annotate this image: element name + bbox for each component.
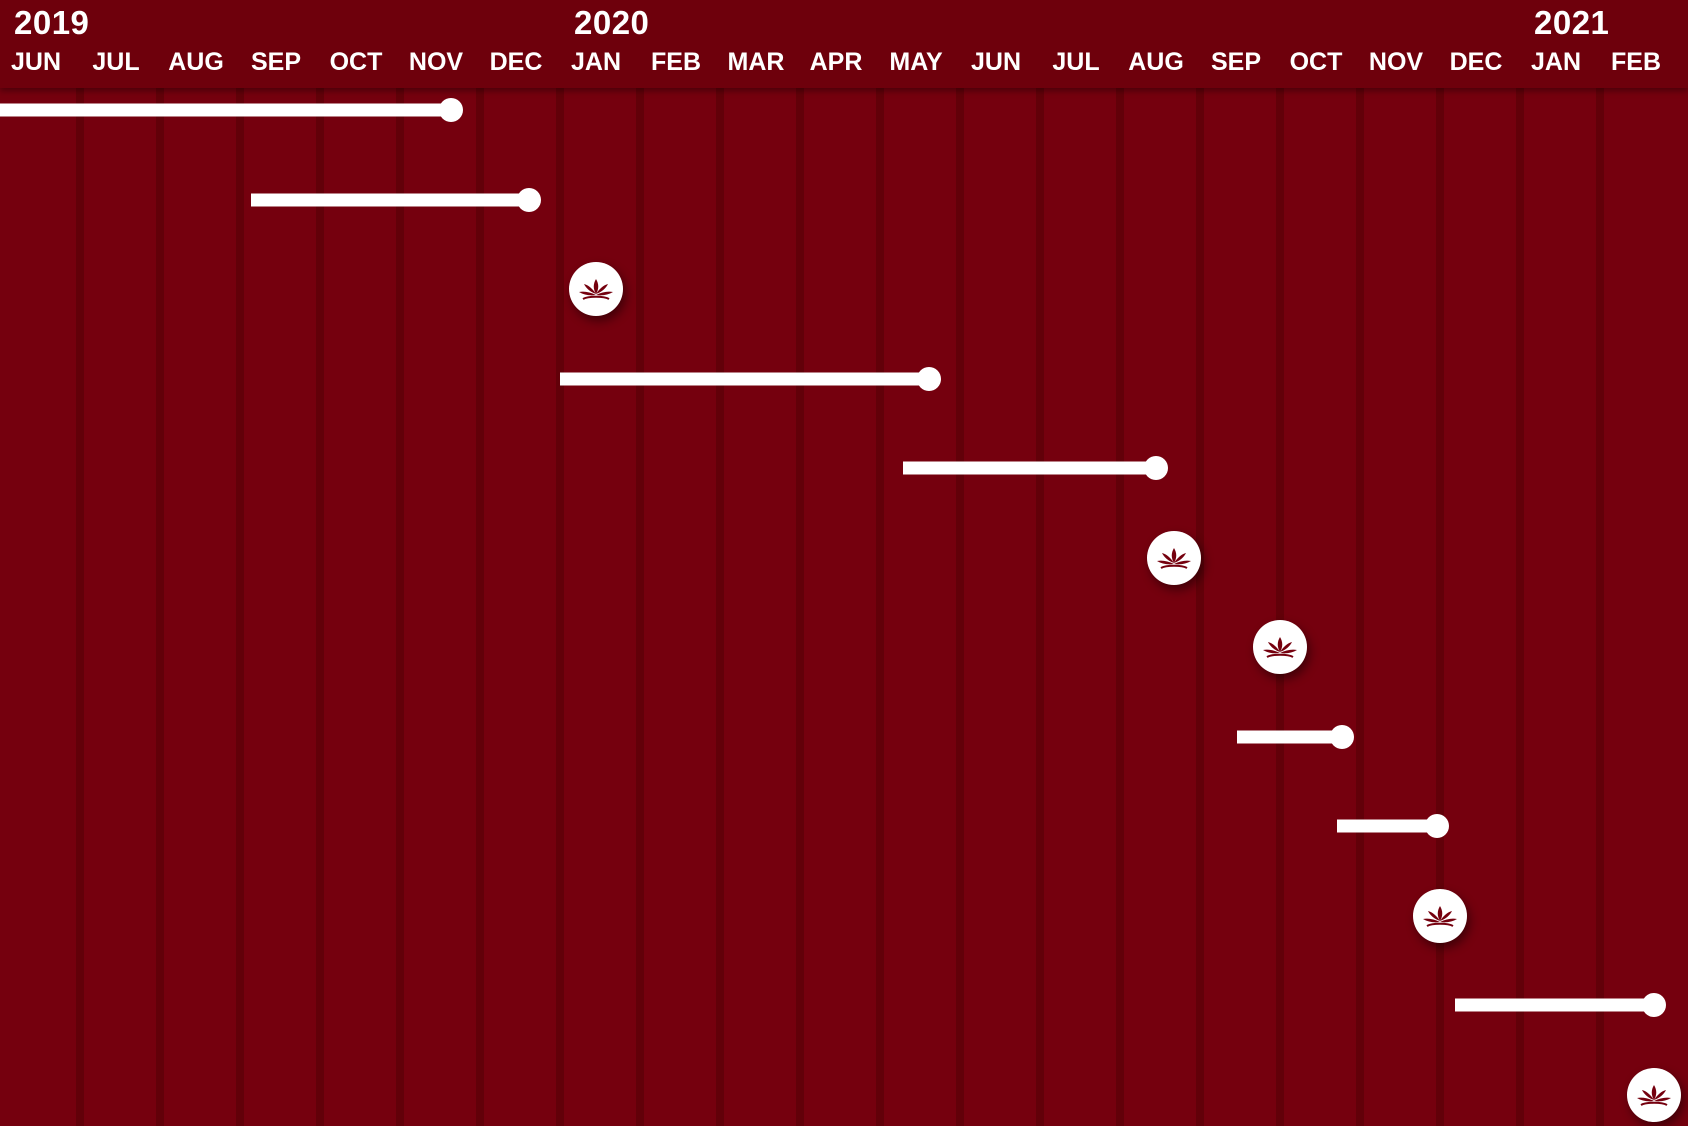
milestone-marker — [1253, 620, 1307, 674]
month-column-divider — [796, 88, 804, 1126]
month-label: JUL — [92, 48, 140, 76]
lotus-icon — [1422, 904, 1458, 928]
month-column-divider — [156, 88, 164, 1126]
lotus-icon — [578, 277, 614, 301]
lotus-icon — [1262, 635, 1298, 659]
timeline-bar — [0, 103, 451, 117]
month-label: SEP — [250, 48, 302, 76]
timeline-bar — [560, 372, 930, 385]
month-label: APR — [809, 48, 863, 76]
month-column-divider — [1436, 88, 1444, 1126]
month-column-divider — [876, 88, 884, 1126]
year-label: 2020 — [574, 4, 650, 41]
month-label: DEC — [489, 48, 543, 76]
month-label: OCT — [1289, 48, 1343, 76]
month-label: NOV — [408, 48, 464, 76]
timeline-bar-endpoint — [1144, 456, 1169, 480]
month-column-divider — [956, 88, 964, 1126]
timeline-bar — [250, 193, 530, 206]
month-label: JUL — [1052, 48, 1100, 76]
month-label: FEB — [1611, 48, 1661, 76]
month-column-divider — [396, 88, 404, 1126]
month-column-divider — [316, 88, 324, 1126]
month-label: MAR — [727, 48, 785, 76]
year-label: 2021 — [1534, 4, 1610, 41]
timeline-bar-endpoint — [917, 366, 942, 391]
timeline-bar-endpoint — [1329, 724, 1354, 749]
month-column-divider — [1116, 88, 1124, 1126]
month-label: JUN — [10, 48, 62, 76]
month-label: OCT — [329, 48, 383, 76]
month-column-divider — [1036, 88, 1044, 1126]
month-column-divider — [1356, 88, 1364, 1126]
month-column-divider — [76, 88, 84, 1126]
month-column-divider — [1516, 88, 1524, 1126]
timeline-bar — [1455, 998, 1655, 1012]
month-column-divider — [1196, 88, 1204, 1126]
month-column-divider — [476, 88, 484, 1126]
timeline-bar-endpoint — [1425, 814, 1450, 838]
month-column-divider — [1596, 88, 1604, 1126]
timeline-bar — [1336, 819, 1438, 833]
year-label: 2019 — [14, 4, 90, 41]
month-label: MAY — [889, 48, 943, 76]
month-column-divider — [636, 88, 644, 1126]
milestone-marker — [1627, 1067, 1682, 1122]
month-column-divider — [236, 88, 244, 1126]
month-label: AUG — [1128, 48, 1184, 76]
lotus-icon — [1156, 546, 1192, 570]
month-label: JAN — [570, 48, 622, 76]
month-label: JAN — [1530, 48, 1582, 76]
month-label: AUG — [168, 48, 224, 76]
timeline-bar-endpoint — [1642, 993, 1667, 1017]
month-label: SEP — [1210, 48, 1262, 76]
month-label: FEB — [651, 48, 701, 76]
month-column-divider — [556, 88, 564, 1126]
timeline-bar-endpoint — [438, 98, 463, 122]
timeline-bar-endpoint — [517, 187, 542, 212]
milestone-marker — [1413, 888, 1467, 943]
timeline-header: JUN JUL AUG SEP OCT NOV DEC JAN FEB MAR APR MAY JUN J… — [0, 0, 1688, 88]
month-column-divider — [716, 88, 724, 1126]
month-label: JUN — [970, 48, 1022, 76]
timeline-bar — [903, 461, 1157, 475]
month-label: NOV — [1368, 48, 1424, 76]
lotus-icon — [1636, 1083, 1672, 1107]
month-column-divider — [1276, 88, 1284, 1126]
milestone-marker — [569, 262, 624, 316]
timeline-bar — [1237, 730, 1342, 743]
month-label: DEC — [1449, 48, 1503, 76]
milestone-marker — [1147, 530, 1202, 585]
